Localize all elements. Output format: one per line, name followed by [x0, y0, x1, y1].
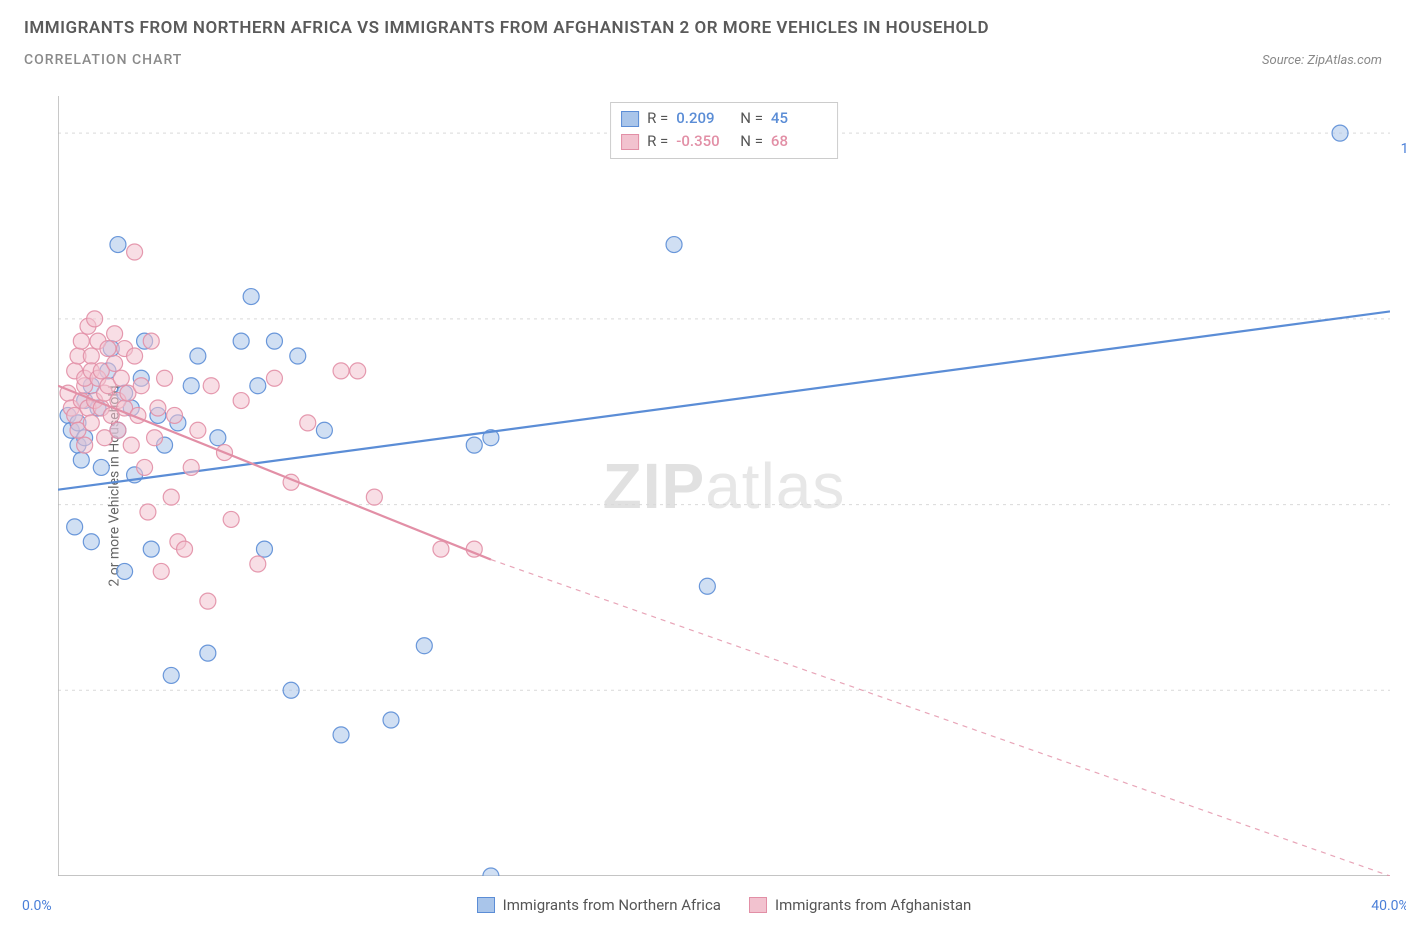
chart-title: IMMIGRANTS FROM NORTHERN AFRICA VS IMMIG…	[24, 18, 1382, 38]
chart-area: 2 or more Vehicles in Household ZIPatlas…	[58, 96, 1390, 876]
legend-label: Immigrants from Northern Africa	[503, 896, 721, 914]
n-label: N =	[740, 107, 763, 130]
r-label: R =	[647, 107, 668, 130]
r-value: -0.350	[676, 130, 732, 153]
legend-item: Immigrants from Northern Africa	[477, 896, 721, 914]
scatter-plot	[58, 96, 1390, 876]
x-tick-label: 0.0%	[22, 898, 52, 914]
legend-swatch	[621, 134, 639, 150]
chart-subtitle: CORRELATION CHART	[24, 52, 182, 68]
x-tick-label: 40.0%	[1371, 898, 1406, 914]
series-legend: Immigrants from Northern Africa Immigrant…	[58, 896, 1390, 914]
n-value: 68	[771, 130, 827, 153]
n-value: 45	[771, 107, 827, 130]
legend-label: Immigrants from Afghanistan	[775, 896, 971, 914]
stats-row: R = 0.209 N = 45	[621, 107, 827, 130]
source-label: Source: ZipAtlas.com	[1262, 53, 1382, 68]
stats-legend: R = 0.209 N = 45 R = -0.350 N = 68	[610, 102, 838, 159]
legend-swatch	[621, 111, 639, 127]
stats-row: R = -0.350 N = 68	[621, 130, 827, 153]
n-label: N =	[740, 130, 763, 153]
legend-swatch	[477, 897, 495, 913]
legend-item: Immigrants from Afghanistan	[749, 896, 971, 914]
r-value: 0.209	[676, 107, 732, 130]
r-label: R =	[647, 130, 668, 153]
y-tick-label: 100.0%	[1401, 141, 1406, 157]
legend-swatch	[749, 897, 767, 913]
